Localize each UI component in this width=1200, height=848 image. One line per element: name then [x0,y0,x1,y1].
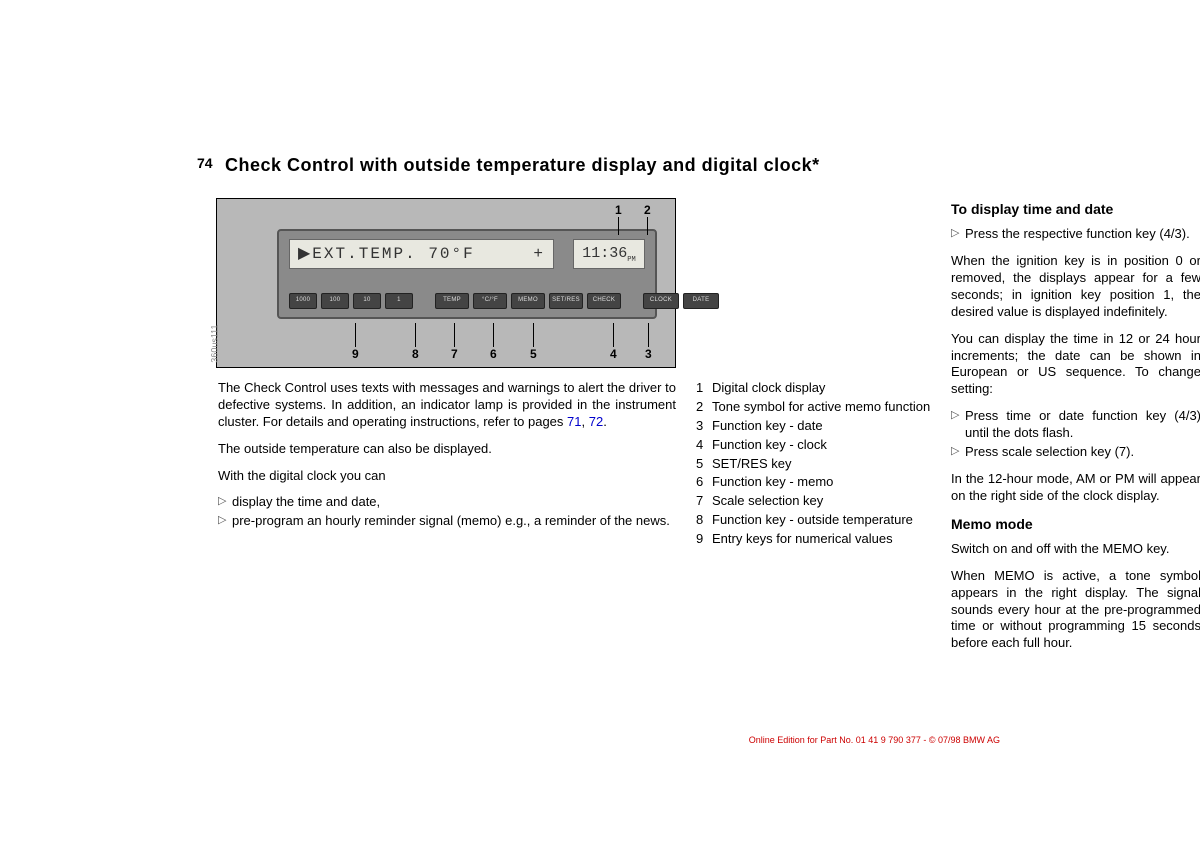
legend-list: 1Digital clock display 2Tone symbol for … [696,380,931,548]
callout-6: 6 [490,347,497,363]
callout-3: 3 [645,347,652,363]
callout-8: 8 [412,347,419,363]
content-row: ▶EXT.TEMP. 70°F + 11:36PM 1000 100 10 1 … [218,198,1000,662]
c1-p3: With the digital clock you can [218,468,676,485]
legend-1: 1Digital clock display [696,380,931,397]
btn-date: DATE [683,293,719,309]
legend-4: 4Function key - clock [696,437,931,454]
lcd-main-display: ▶EXT.TEMP. 70°F + [289,239,554,269]
legend-2: 2Tone symbol for active memo function [696,399,931,416]
link-71[interactable]: 71 [567,414,581,429]
btn-temp: TEMP [435,293,469,309]
c3-p1: When the ignition key is in position 0 o… [951,253,1200,321]
footer-text: Online Edition for Part No. 01 41 9 790 … [749,735,1000,745]
btn-1000: 1000 [289,293,317,309]
link-72[interactable]: 72 [589,414,603,429]
page-number: 74 [197,155,213,171]
column-2: 1Digital clock display 2Tone symbol for … [696,198,931,662]
lcd-main-text: ▶EXT.TEMP. 70°F [298,245,475,263]
link-sep: , [582,414,589,429]
btn-10: 10 [353,293,381,309]
c3-b2: Press time or date function key (4/3) un… [951,408,1200,461]
btn-memo: MEMO [511,293,545,309]
c3-p5: When MEMO is active, a tone symbol appea… [951,568,1200,652]
clock-ampm: PM [627,256,635,264]
c1-b1: display the time and date, [218,494,676,511]
c3-p3: In the 12-hour mode, AM or PM will appea… [951,471,1200,505]
c1-p1-post: . [603,414,607,429]
btn-100: 100 [321,293,349,309]
btn-clock: CLOCK [643,293,679,309]
clock-time: 11:36 [582,245,627,262]
legend-3: 3Function key - date [696,418,931,435]
c3-p4: Switch on and off with the MEMO key. [951,541,1200,558]
figure-label: 360us111 [209,325,221,363]
c3-b1-1: Press the respective function key (4/3). [951,226,1200,243]
legend-6: 6Function key - memo [696,474,931,491]
control-panel-figure: ▶EXT.TEMP. 70°F + 11:36PM 1000 100 10 1 … [216,198,676,368]
legend-7: 7Scale selection key [696,493,931,510]
c3-h1: To display time and date [951,200,1200,218]
c3-b2-1: Press time or date function key (4/3) un… [951,408,1200,442]
column-1: ▶EXT.TEMP. 70°F + 11:36PM 1000 100 10 1 … [218,198,676,662]
c3-b2-2: Press scale selection key (7). [951,444,1200,461]
c1-bullets: display the time and date, pre-program a… [218,494,676,530]
legend-5: 5SET/RES key [696,456,931,473]
lcd-plus: + [533,244,545,265]
callout-5: 5 [530,347,537,363]
btn-1: 1 [385,293,413,309]
c1-p2: The outside temperature can also be disp… [218,441,676,458]
c3-b1: Press the respective function key (4/3). [951,226,1200,243]
c3-h2: Memo mode [951,515,1200,533]
c1-p1-pre: The Check Control uses texts with messag… [218,380,676,429]
c3-p2: You can display the time in 12 or 24 hou… [951,331,1200,399]
lcd-clock-display: 11:36PM [573,239,645,269]
c1-p1: The Check Control uses texts with messag… [218,380,676,431]
page-title: Check Control with outside temperature d… [225,155,1000,176]
btn-check: CHECK [587,293,621,309]
callout-9: 9 [352,347,359,363]
button-row: 1000 100 10 1 TEMP °C/°F MEMO SET/RES CH… [289,293,645,309]
callout-4: 4 [610,347,617,363]
c1-b2: pre-program an hourly reminder signal (m… [218,513,676,530]
column-3: To display time and date Press the respe… [951,198,1200,662]
bezel: ▶EXT.TEMP. 70°F + 11:36PM 1000 100 10 1 … [277,229,657,319]
callout-7: 7 [451,347,458,363]
btn-setres: SET/RES [549,293,583,309]
btn-cf: °C/°F [473,293,507,309]
legend-9: 9Entry keys for numerical values [696,531,931,548]
legend-8: 8Function key - outside temperature [696,512,931,529]
